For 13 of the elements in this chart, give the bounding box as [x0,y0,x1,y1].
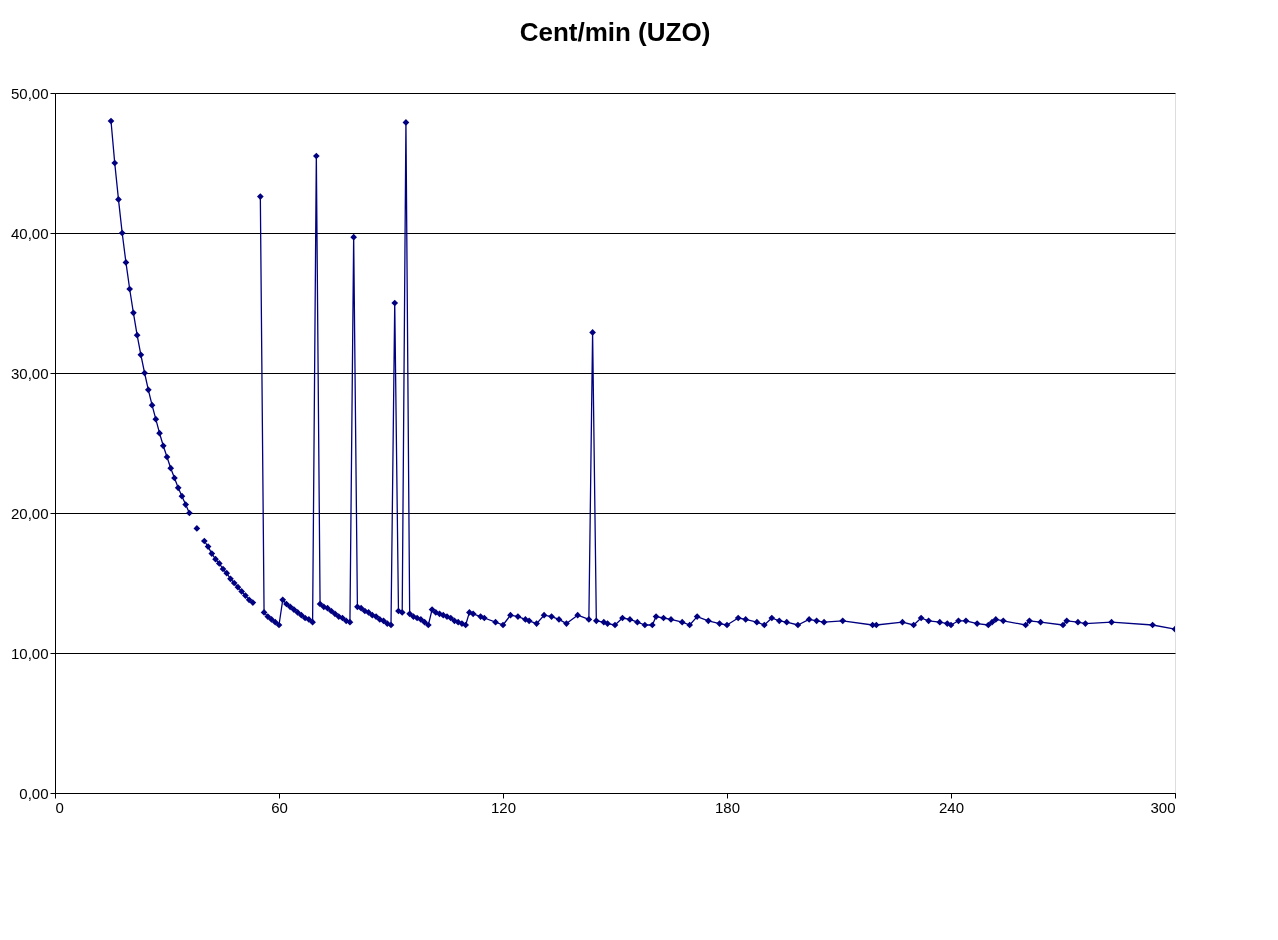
x-tick-label: 0 [55,798,64,816]
x-tick-label: 120 [490,798,517,816]
y-tick-label: 50,00 [10,84,49,102]
y-tick-label: 20,00 [10,504,49,522]
chart-title: Cent/min (UZO) [519,17,711,47]
x-tick-label: 240 [938,798,965,816]
x-tick-label: 300 [1150,798,1176,816]
y-tick-label: 30,00 [10,364,49,382]
x-tick-label: 60 [271,798,288,816]
y-tick-label: 10,00 [10,644,49,662]
x-tick-label: 180 [714,798,741,816]
y-tick-label: 0,00 [19,784,49,802]
y-tick-label: 40,00 [10,224,49,242]
